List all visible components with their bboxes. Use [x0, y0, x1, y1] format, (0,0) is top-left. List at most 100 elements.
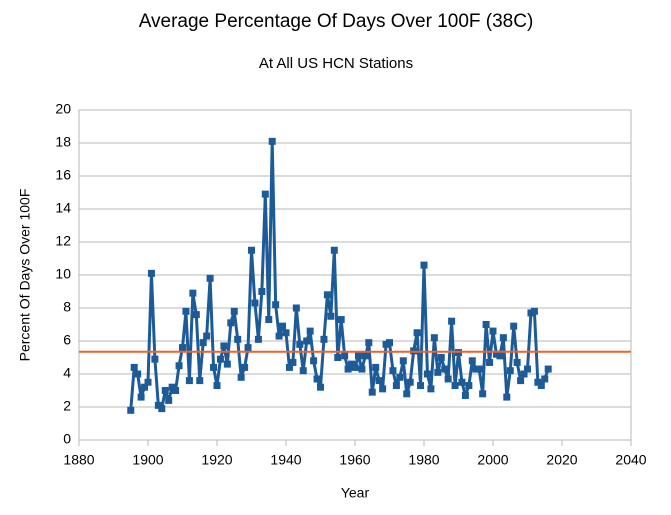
data-point	[179, 344, 186, 352]
data-point	[182, 307, 190, 315]
data-point	[544, 365, 552, 373]
data-point	[399, 357, 407, 365]
x-axis-label: Year	[341, 485, 370, 501]
data-point	[479, 390, 487, 398]
data-point	[330, 246, 338, 254]
data-point	[358, 365, 366, 373]
data-point	[161, 387, 169, 394]
chart-title: Average Percentage Of Days Over 100F (38…	[139, 11, 534, 32]
data-point	[165, 396, 173, 404]
data-point	[486, 358, 494, 366]
x-tick-label: 1940	[270, 452, 301, 468]
data-point	[482, 321, 490, 328]
data-point	[285, 363, 293, 371]
data-point	[147, 269, 155, 277]
data-point	[537, 382, 545, 390]
data-point	[313, 375, 321, 383]
data-point	[434, 368, 442, 376]
data-point	[172, 387, 180, 394]
data-point	[413, 329, 421, 337]
data-point	[282, 329, 290, 337]
data-point	[379, 385, 387, 393]
data-point	[386, 339, 393, 347]
data-point	[254, 335, 262, 343]
y-tick-label: 20	[55, 101, 71, 117]
data-point	[199, 339, 207, 347]
data-point	[151, 355, 159, 363]
data-point	[175, 362, 183, 370]
data-point	[292, 304, 300, 312]
y-tick-label: 2	[63, 398, 71, 414]
data-line	[129, 139, 550, 411]
data-point	[323, 291, 331, 299]
x-tick-label: 1880	[63, 452, 94, 468]
y-tick-label: 8	[63, 299, 71, 315]
data-point	[341, 352, 349, 360]
data-point	[334, 354, 342, 361]
data-point	[420, 261, 428, 269]
data-point	[244, 344, 252, 352]
data-point	[437, 354, 445, 361]
data-point	[134, 370, 142, 378]
data-point	[261, 190, 269, 198]
data-point	[448, 317, 456, 325]
x-tick-label: 1980	[408, 452, 439, 468]
data-point	[396, 373, 404, 381]
data-point	[241, 363, 249, 371]
data-point	[423, 370, 431, 378]
data-point	[327, 312, 335, 320]
data-point	[213, 382, 221, 390]
data-point	[354, 352, 362, 360]
y-tick-label: 6	[63, 332, 71, 348]
data-point	[461, 391, 469, 399]
data-point	[444, 375, 452, 383]
data-point	[351, 363, 359, 371]
data-point	[530, 307, 538, 315]
data-point	[296, 340, 304, 348]
data-point	[234, 335, 242, 343]
data-point	[499, 334, 507, 342]
data-point	[230, 307, 238, 315]
data-point	[275, 332, 283, 340]
chart-subtitle: At All US HCN Stations	[259, 55, 413, 72]
data-point	[520, 370, 528, 378]
plot-border	[78, 109, 632, 441]
data-point	[524, 365, 531, 373]
data-point	[203, 332, 211, 340]
y-tick-label: 14	[55, 200, 71, 216]
y-tick-label: 16	[55, 167, 71, 183]
data-point	[137, 393, 145, 401]
data-point	[417, 382, 425, 390]
data-point	[196, 377, 204, 385]
x-tick-label: 1920	[201, 452, 232, 468]
data-point	[465, 382, 473, 390]
data-point	[141, 383, 149, 391]
data-point	[289, 358, 297, 366]
data-point	[506, 367, 514, 375]
data-point	[406, 378, 414, 386]
data-point	[365, 339, 373, 347]
data-point	[210, 363, 218, 371]
data-point	[510, 322, 518, 330]
y-tick-label: 0	[63, 431, 71, 447]
y-axis-label: Percent Of Days Over 100F	[17, 189, 33, 362]
data-point	[375, 377, 383, 385]
data-point	[317, 383, 324, 391]
y-tick-label: 10	[55, 266, 71, 282]
x-tick-label: 2040	[615, 452, 646, 468]
data-point	[189, 289, 197, 297]
data-point	[144, 378, 152, 386]
data-point	[299, 367, 307, 375]
data-point	[237, 373, 245, 381]
data-point	[361, 352, 369, 360]
data-point	[206, 274, 214, 282]
data-point	[496, 352, 504, 360]
data-point	[265, 316, 273, 324]
data-point	[158, 405, 166, 413]
data-point	[451, 382, 459, 390]
data-point	[192, 311, 200, 319]
data-point	[216, 355, 224, 363]
x-tick-label: 1960	[339, 452, 370, 468]
data-point	[403, 390, 411, 398]
